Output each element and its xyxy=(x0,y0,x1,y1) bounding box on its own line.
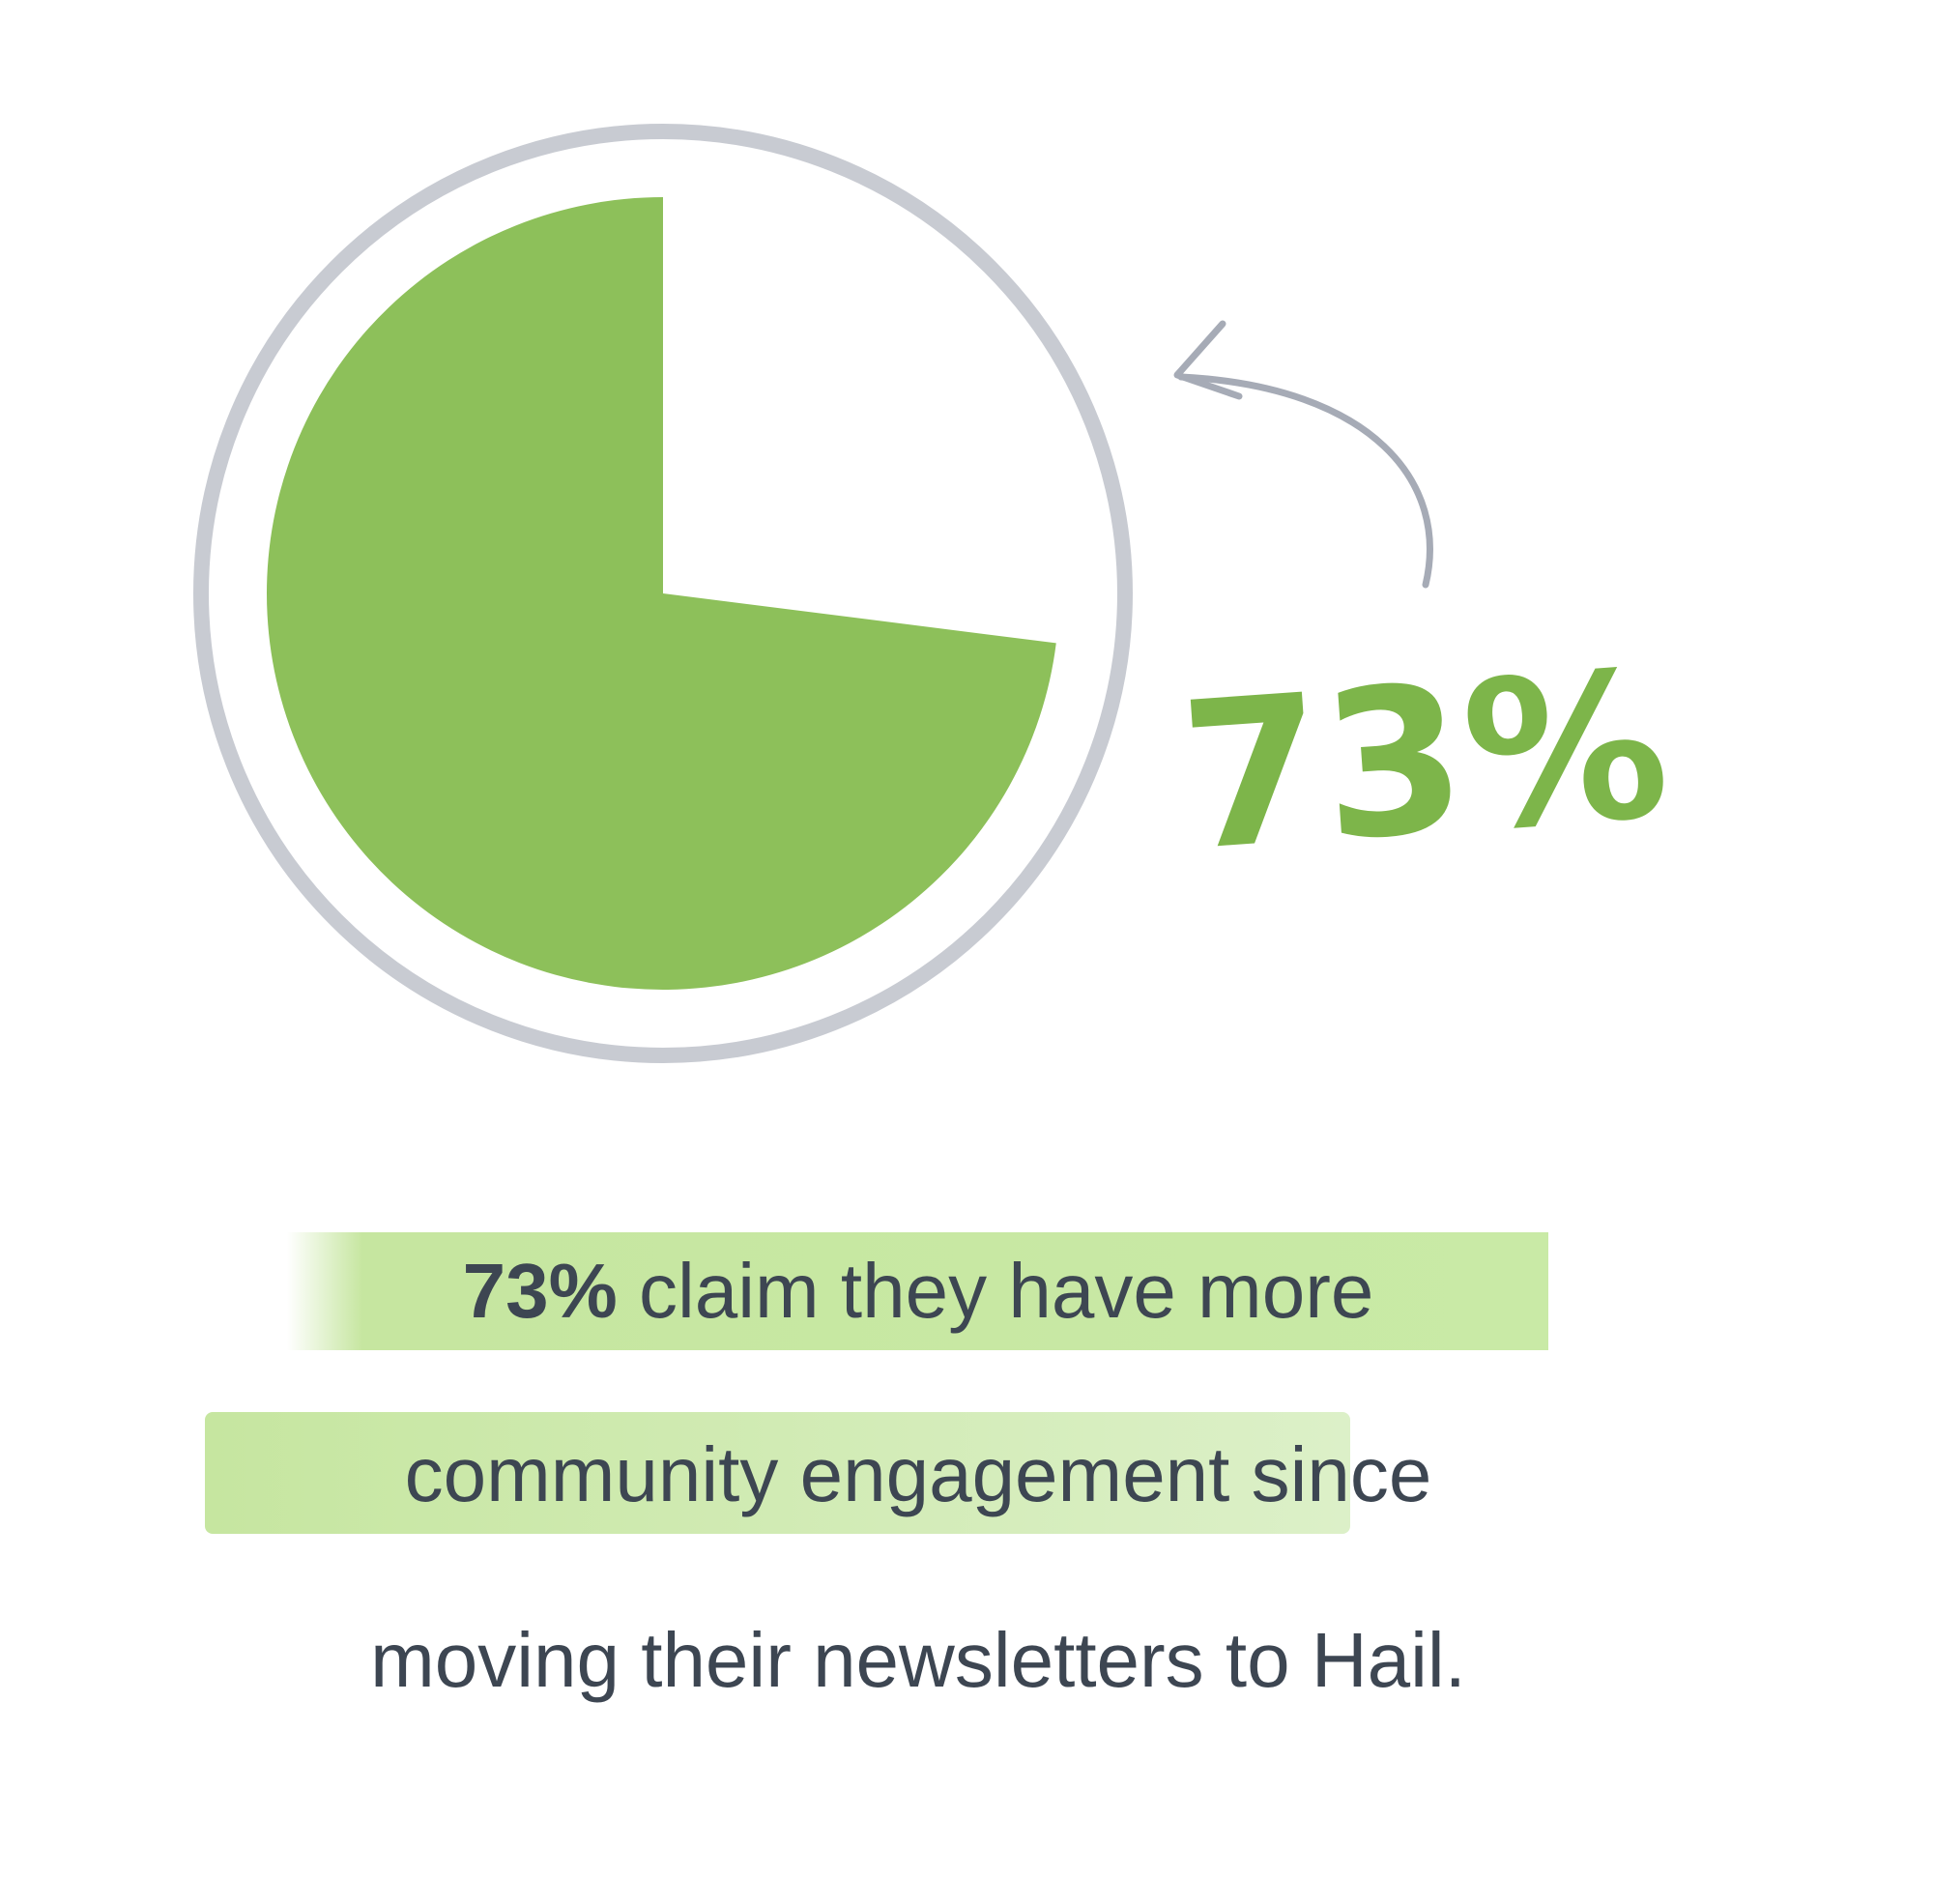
highlight xyxy=(205,1412,1350,1534)
caption-line: 73% claim they have more xyxy=(463,1248,1374,1334)
caption-bold: 73% xyxy=(463,1248,618,1334)
arrow-head xyxy=(1173,320,1243,400)
caption-line: moving their newsletters to Hail. xyxy=(370,1617,1466,1703)
caption-line: community engagement since xyxy=(405,1431,1432,1517)
highlight xyxy=(287,1232,1548,1350)
pie-ring xyxy=(193,124,1133,1063)
caption-text: claim they have more xyxy=(618,1248,1374,1334)
arrow xyxy=(1177,373,1433,589)
caption-text: community engagement xyxy=(405,1431,1230,1517)
caption-text: since xyxy=(1229,1431,1431,1517)
pie-label: 73% xyxy=(1174,626,1676,896)
pie-slice xyxy=(267,197,1056,990)
